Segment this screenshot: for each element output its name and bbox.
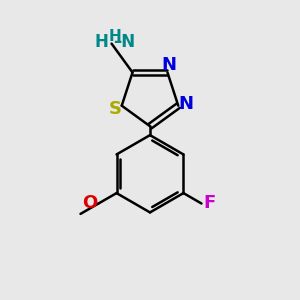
Text: O: O xyxy=(82,194,97,212)
Text: F: F xyxy=(203,194,215,212)
Text: S: S xyxy=(109,100,122,118)
Text: H: H xyxy=(95,33,109,51)
Text: N: N xyxy=(178,95,193,113)
Text: H: H xyxy=(108,29,121,44)
Text: –N: –N xyxy=(113,33,135,51)
Text: N: N xyxy=(161,56,176,74)
